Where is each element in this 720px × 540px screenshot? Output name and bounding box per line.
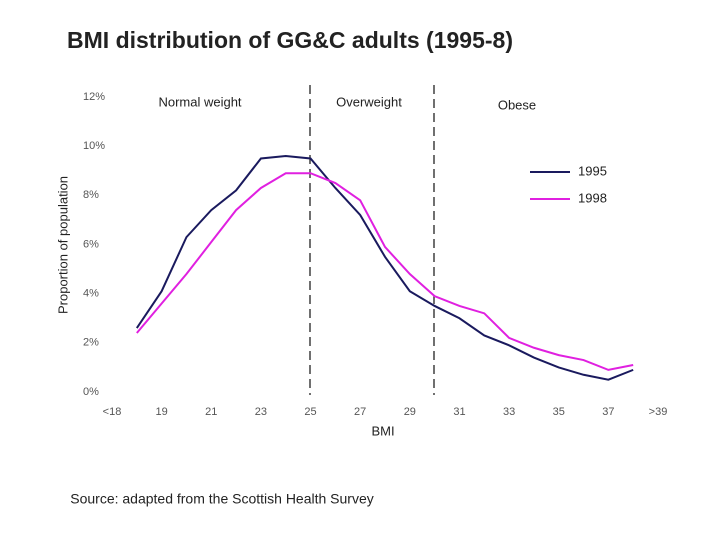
x-tick-label: 25 [304,406,316,418]
region-label: Normal weight [158,94,241,109]
x-tick-label: 21 [205,406,217,418]
region-label: Obese [498,97,536,112]
y-tick-label: 8% [83,189,99,201]
x-tick-label: >39 [649,406,668,418]
x-tick-label: 27 [354,406,366,418]
data-line [136,172,634,371]
x-tick-label: <18 [103,406,122,418]
region-label: Overweight [336,94,402,109]
x-tick-label: 23 [255,406,267,418]
source-note: Source: adapted from the Scottish Health… [70,491,374,507]
x-tick-label: 35 [553,406,565,418]
y-tick-label: 0% [83,386,99,398]
y-axis-title: Proportion of population [55,176,70,314]
chart-title: BMI distribution of GG&C adults (1995-8) [67,27,513,53]
y-tick-label: 6% [83,238,99,250]
legend-label: 1995 [578,163,607,178]
legend-label: 1998 [578,190,607,205]
x-tick-label: 33 [503,406,515,418]
data-line [135,154,634,381]
x-tick-label: 29 [404,406,416,418]
x-tick-label: 19 [156,406,168,418]
y-tick-label: 10% [83,140,105,152]
x-tick-label: 31 [453,406,465,418]
x-axis-title: BMI [371,423,394,438]
y-tick-label: 12% [83,91,105,103]
y-tick-label: 4% [83,288,99,300]
y-tick-label: 2% [83,337,99,349]
x-tick-label: 37 [602,406,614,418]
